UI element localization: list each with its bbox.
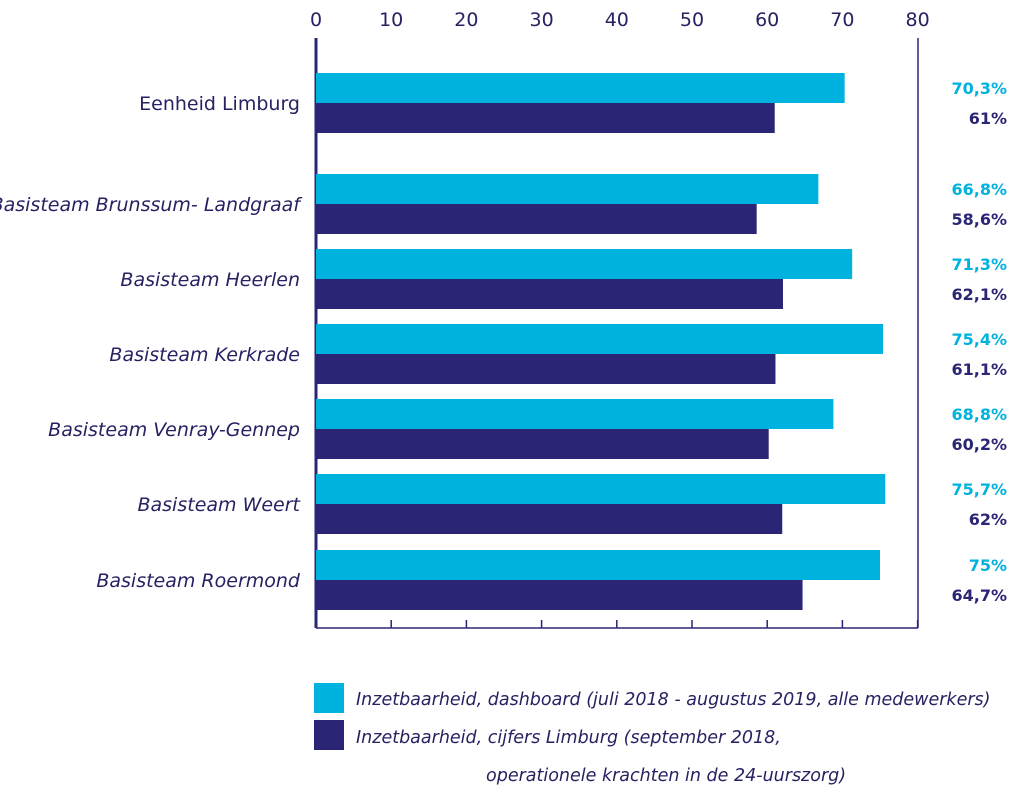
x-tick-label: 20 [454,9,478,31]
bar-series1-5 [316,399,834,429]
x-tick-label: 30 [530,9,554,31]
x-tick-label: 40 [605,9,629,31]
bar-series2-4 [316,354,776,384]
category-label: Basisteam Kerkrade [109,344,300,366]
legend: Inzetbaarheid, dashboard (juli 2018 - au… [314,683,990,786]
x-tick-label: 10 [379,9,403,31]
category-label: Basisteam Roermond [96,570,301,592]
bar-series1-6 [316,474,886,504]
x-tick-label: 50 [680,9,704,31]
x-tick-label: 0 [310,9,322,31]
bar-series1-1 [316,73,845,103]
value-label: 61% [969,109,1007,128]
value-label: 75,4% [951,330,1007,349]
bar-series2-1 [316,103,775,133]
x-tick-label: 60 [755,9,779,31]
bar-series1-3 [316,249,853,279]
value-label: 62% [969,510,1007,529]
bar-series2-5 [316,429,769,459]
bar-series2-3 [316,279,783,309]
value-label: 66,8% [951,180,1007,199]
category-label: Basisteam Weert [137,494,301,516]
value-label: 75,7% [951,480,1007,499]
x-tick-label: 80 [906,9,930,31]
bar-series1-2 [316,174,819,204]
bar-series1-4 [316,324,884,354]
value-label: 75% [969,556,1007,575]
value-label: 58,6% [951,210,1007,229]
legend-swatch-1 [314,683,344,713]
bar-series2-6 [316,504,783,534]
value-label: 71,3% [951,255,1007,274]
category-label: Basisteam Venray-Gennep [48,419,300,441]
value-label: 62,1% [951,285,1007,304]
bars [316,73,886,610]
legend-swatch-2 [314,720,344,750]
value-label: 64,7% [951,586,1007,605]
value-labels: 70,3% 66,8% 71,3% 75,4% 68,8% 75,7% 75% 61% 58,6… [951,79,1007,605]
bar-series2-2 [316,204,757,234]
category-label: Basisteam Brunssum- Landgraaf [0,194,303,216]
value-label: 68,8% [951,405,1007,424]
bar-series2-7 [316,580,803,610]
category-label: Eenheid Limburg [139,93,300,115]
category-labels: Eenheid Limburg Basisteam Brunssum- Landg… [0,93,303,592]
legend-label: Inzetbaarheid, cijfers Limburg (septembe… [356,728,781,748]
x-tick-label: 70 [830,9,854,31]
legend-label: operationele krachten in de 24-uurszorg) [486,766,846,786]
bar-series1-7 [316,550,880,580]
value-label: 60,2% [951,435,1007,454]
value-label: 61,1% [951,360,1007,379]
value-label: 70,3% [951,79,1007,98]
legend-label: Inzetbaarheid, dashboard (juli 2018 - au… [356,690,990,710]
category-label: Basisteam Heerlen [120,269,300,291]
